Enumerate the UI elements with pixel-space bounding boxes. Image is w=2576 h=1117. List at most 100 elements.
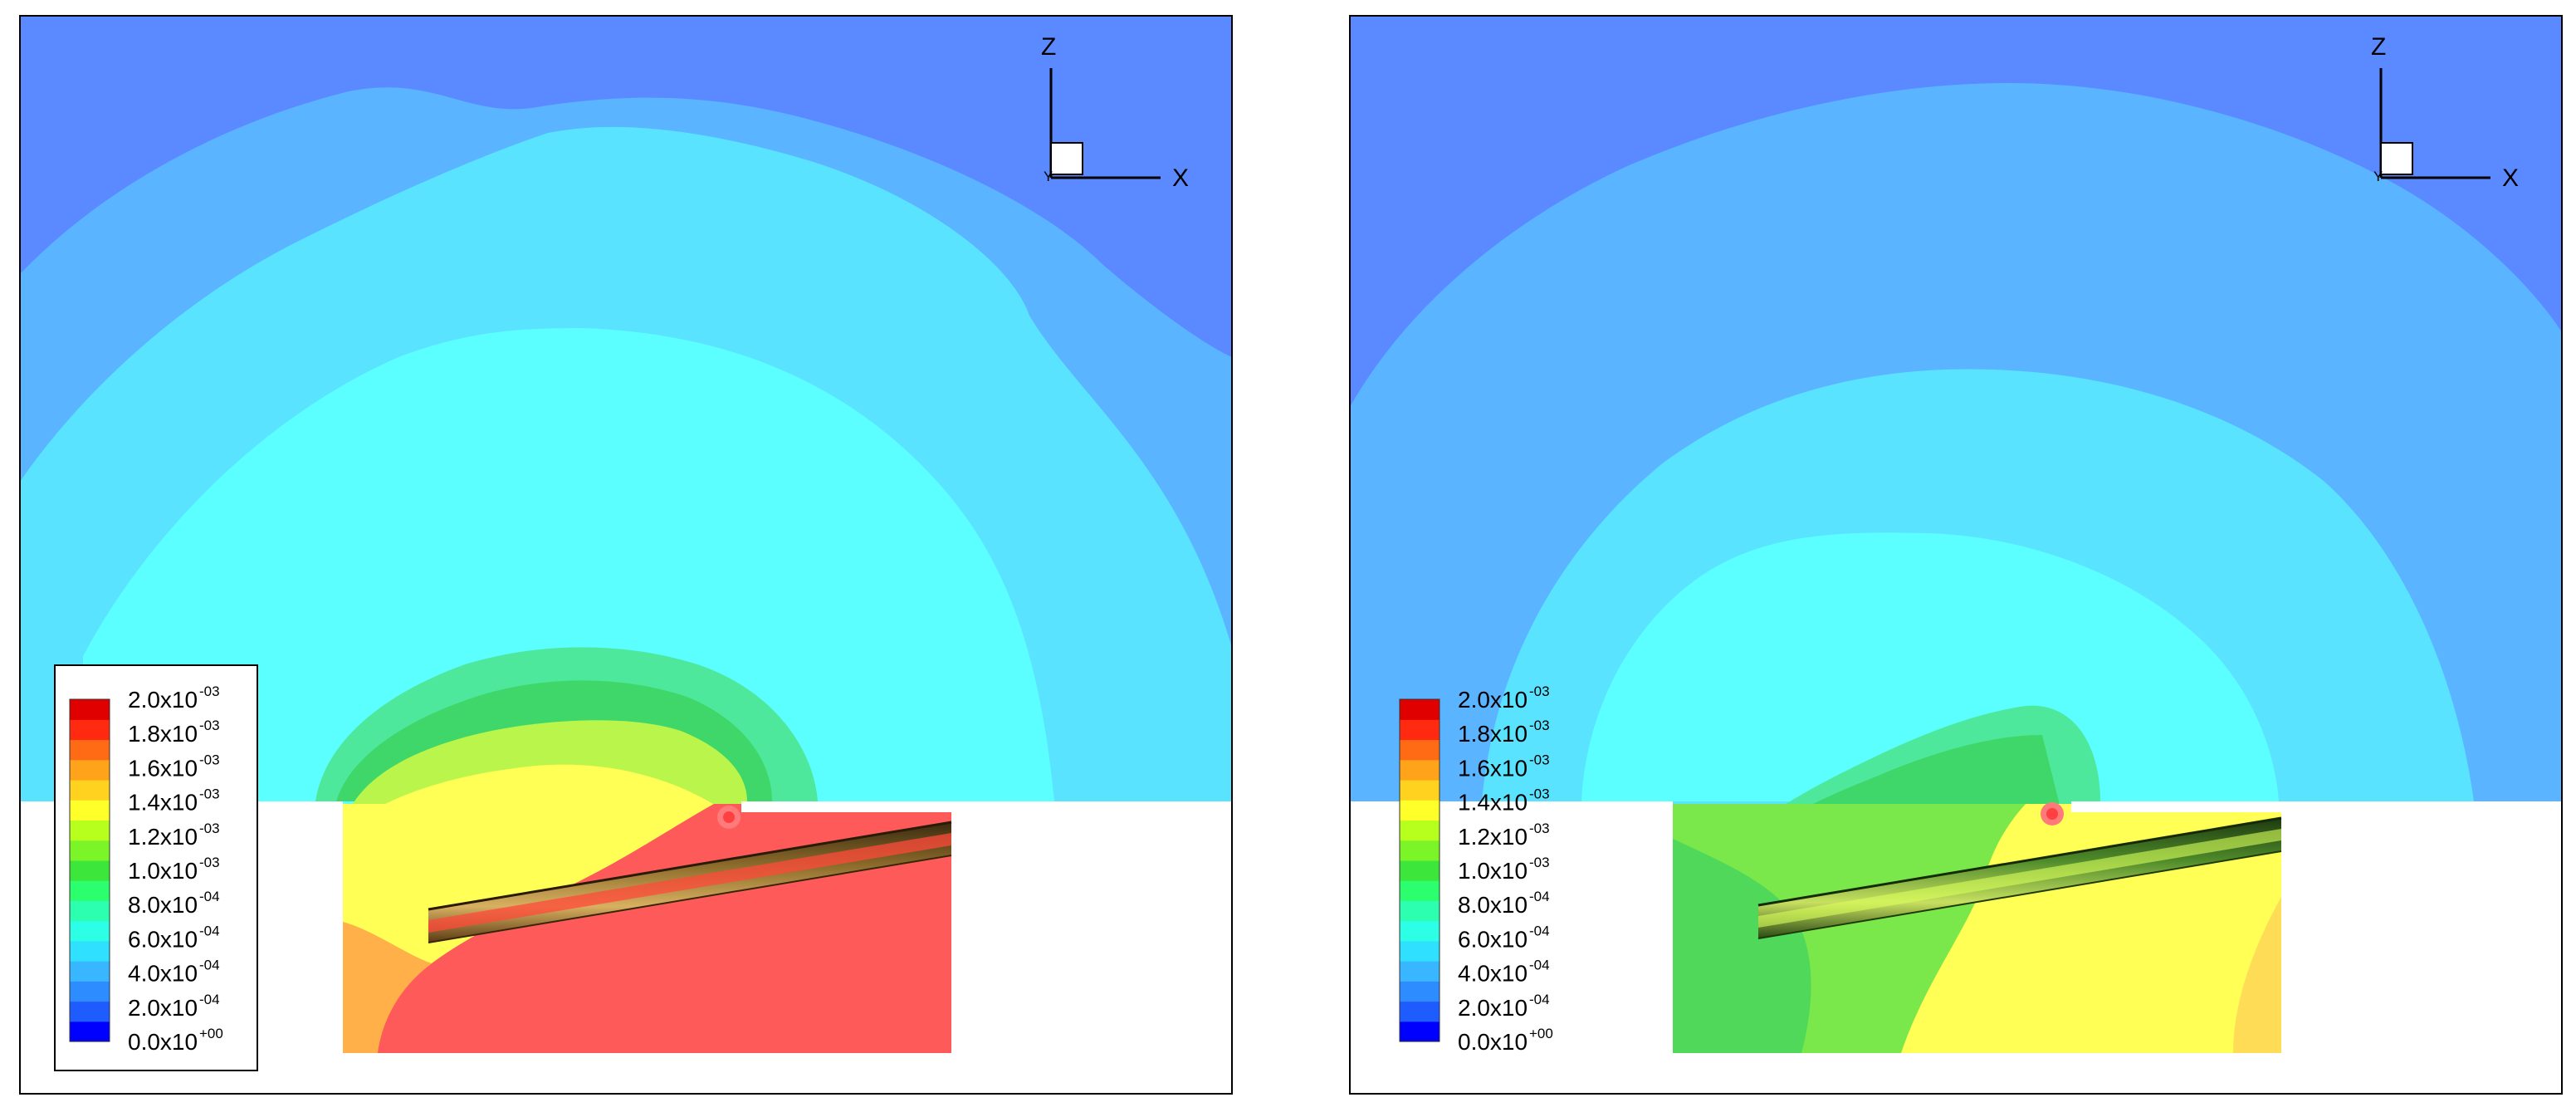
left-legend-swatch bbox=[70, 699, 110, 720]
right-legend-swatch bbox=[1400, 1001, 1440, 1022]
left-legend-exponent: -04 bbox=[199, 958, 220, 973]
left-legend-label: 2.0x10 bbox=[128, 687, 198, 713]
left-lower-yellow bbox=[343, 804, 714, 1053]
right-legend-label: 2.0x10 bbox=[1458, 687, 1528, 713]
right-legend-exponent: -04 bbox=[1529, 923, 1550, 938]
right-legend-label: 1.8x10 bbox=[1458, 721, 1528, 747]
left-legend-label: 4.0x10 bbox=[128, 961, 198, 987]
right-y-label: Y bbox=[2373, 169, 2383, 184]
right-y-axis-marker bbox=[2380, 142, 2413, 175]
right-legend: 2.0x10 -031.8x10 -031.6x10 -031.4x10 -031.2x… bbox=[1399, 683, 1553, 1055]
right-legend-label: 1.6x10 bbox=[1458, 755, 1528, 781]
left-z-label: Z bbox=[1041, 33, 1056, 61]
left-legend-label: 1.6x10 bbox=[128, 755, 198, 781]
left-legend-label: 2.0x10 bbox=[128, 995, 198, 1021]
right-solid-region-b bbox=[2281, 801, 2562, 1094]
right-legend-exponent: -03 bbox=[1529, 786, 1550, 802]
left-solid-region-c bbox=[343, 1053, 951, 1094]
left-x-label: X bbox=[1172, 164, 1189, 192]
right-legend-swatch bbox=[1400, 1021, 1440, 1042]
left-legend: 2.0x10 -031.8x10 -031.6x10 -031.4x10 -031.2x… bbox=[54, 664, 258, 1071]
right-legend-swatch bbox=[1400, 940, 1440, 962]
left-legend-label: 1.8x10 bbox=[128, 721, 198, 747]
right-legend-label: 6.0x10 bbox=[1458, 926, 1528, 952]
left-legend-exponent: +00 bbox=[199, 1026, 223, 1041]
right-legend-swatch bbox=[1400, 719, 1440, 741]
left-legend-exponent: -03 bbox=[199, 786, 220, 802]
right-legend-exponent: -04 bbox=[1529, 889, 1550, 904]
right-slot bbox=[2071, 801, 2281, 812]
right-legend-swatch bbox=[1400, 800, 1440, 821]
right-legend-swatch bbox=[1400, 820, 1440, 841]
right-legend-exponent: -03 bbox=[1529, 821, 1550, 836]
right-legend-exponent: -03 bbox=[1529, 683, 1550, 699]
left-fiber bbox=[428, 821, 952, 943]
left-legend-swatch bbox=[70, 739, 110, 761]
right-legend-swatches bbox=[1399, 698, 1440, 1042]
left-legend-swatch bbox=[70, 779, 110, 801]
right-legend-swatch bbox=[1400, 699, 1440, 720]
left-legend-label: 6.0x10 bbox=[128, 926, 198, 952]
right-x-label: X bbox=[2502, 164, 2519, 192]
left-legend-label: 1.2x10 bbox=[128, 824, 198, 850]
right-z-label: Z bbox=[2371, 33, 2386, 61]
left-legend-exponent: -03 bbox=[199, 821, 220, 836]
left-y-label: Y bbox=[1044, 169, 1053, 184]
right-legend-swatch bbox=[1400, 860, 1440, 881]
left-legend-exponent: -03 bbox=[199, 718, 220, 733]
right-legend-exponent: -03 bbox=[1529, 718, 1550, 733]
right-solid-region-c bbox=[1673, 1053, 2281, 1094]
left-legend-swatch bbox=[70, 800, 110, 821]
left-legend-labels: 2.0x10 -031.8x10 -031.6x10 -031.4x10 -031.2x… bbox=[128, 683, 223, 1055]
right-lower-orange-edge bbox=[2233, 897, 2281, 1053]
right-axes-triad: Z X Y bbox=[2371, 33, 2519, 192]
right-panel-frame bbox=[1349, 15, 2563, 1095]
right-legend-swatch bbox=[1400, 900, 1440, 922]
left-legend-label: 8.0x10 bbox=[128, 892, 198, 918]
left-legend-swatch bbox=[70, 1021, 110, 1042]
right-legend-label: 8.0x10 bbox=[1458, 892, 1528, 918]
left-legend-exponent: -04 bbox=[199, 889, 220, 904]
right-legend-swatch bbox=[1400, 840, 1440, 861]
right-legend-exponent: -04 bbox=[1529, 958, 1550, 973]
left-legend-label: 1.4x10 bbox=[128, 790, 198, 816]
left-legend-swatch bbox=[70, 860, 110, 881]
left-slot bbox=[741, 801, 951, 812]
left-legend-swatch bbox=[70, 981, 110, 1002]
left-legend-exponent: -04 bbox=[199, 923, 220, 938]
left-panel-frame bbox=[19, 15, 1233, 1095]
left-legend-swatch bbox=[70, 900, 110, 922]
right-legend-swatch bbox=[1400, 920, 1440, 942]
left-legend-swatch bbox=[70, 920, 110, 942]
right-legend-exponent: -03 bbox=[1529, 855, 1550, 870]
left-legend-label: 1.0x10 bbox=[128, 858, 198, 884]
right-legend-label: 4.0x10 bbox=[1458, 961, 1528, 987]
left-legend-swatch bbox=[70, 719, 110, 741]
left-legend-swatch bbox=[70, 880, 110, 901]
left-solid-region-b bbox=[951, 801, 1232, 1094]
left-legend-swatch bbox=[70, 820, 110, 841]
left-legend-swatch bbox=[70, 759, 110, 781]
left-legend-swatch bbox=[70, 940, 110, 962]
right-fiber bbox=[1757, 816, 2282, 939]
right-legend-swatch bbox=[1400, 739, 1440, 761]
right-legend-colorbar-frame bbox=[1399, 698, 1440, 1042]
left-contour-panel: 2.0x10 -031.8x10 -031.6x10 -031.4x10 -031.2x… bbox=[19, 15, 1233, 1095]
right-contour-panel: 2.0x10 -031.8x10 -031.6x10 -031.4x10 -031.2x… bbox=[1349, 15, 2563, 1095]
right-legend-labels: 2.0x10 -031.8x10 -031.6x10 -031.4x10 -031.2x… bbox=[1458, 683, 1553, 1055]
right-legend-swatch bbox=[1400, 880, 1440, 901]
right-legend-swatch bbox=[1400, 779, 1440, 801]
left-legend-exponent: -03 bbox=[199, 752, 220, 767]
right-legend-label: 1.2x10 bbox=[1458, 824, 1528, 850]
left-legend-exponent: -03 bbox=[199, 683, 220, 699]
right-lower-green-dark bbox=[1673, 839, 1811, 1053]
left-legend-colorbar-frame bbox=[69, 698, 110, 1042]
right-legend-label: 0.0x10 bbox=[1458, 1029, 1528, 1055]
left-legend-swatch bbox=[70, 840, 110, 861]
right-band-3 bbox=[1581, 532, 2279, 801]
right-legend-swatch bbox=[1400, 981, 1440, 1002]
right-legend-label: 1.0x10 bbox=[1458, 858, 1528, 884]
right-legend-swatch bbox=[1400, 961, 1440, 982]
left-lower-orange bbox=[343, 922, 432, 1053]
